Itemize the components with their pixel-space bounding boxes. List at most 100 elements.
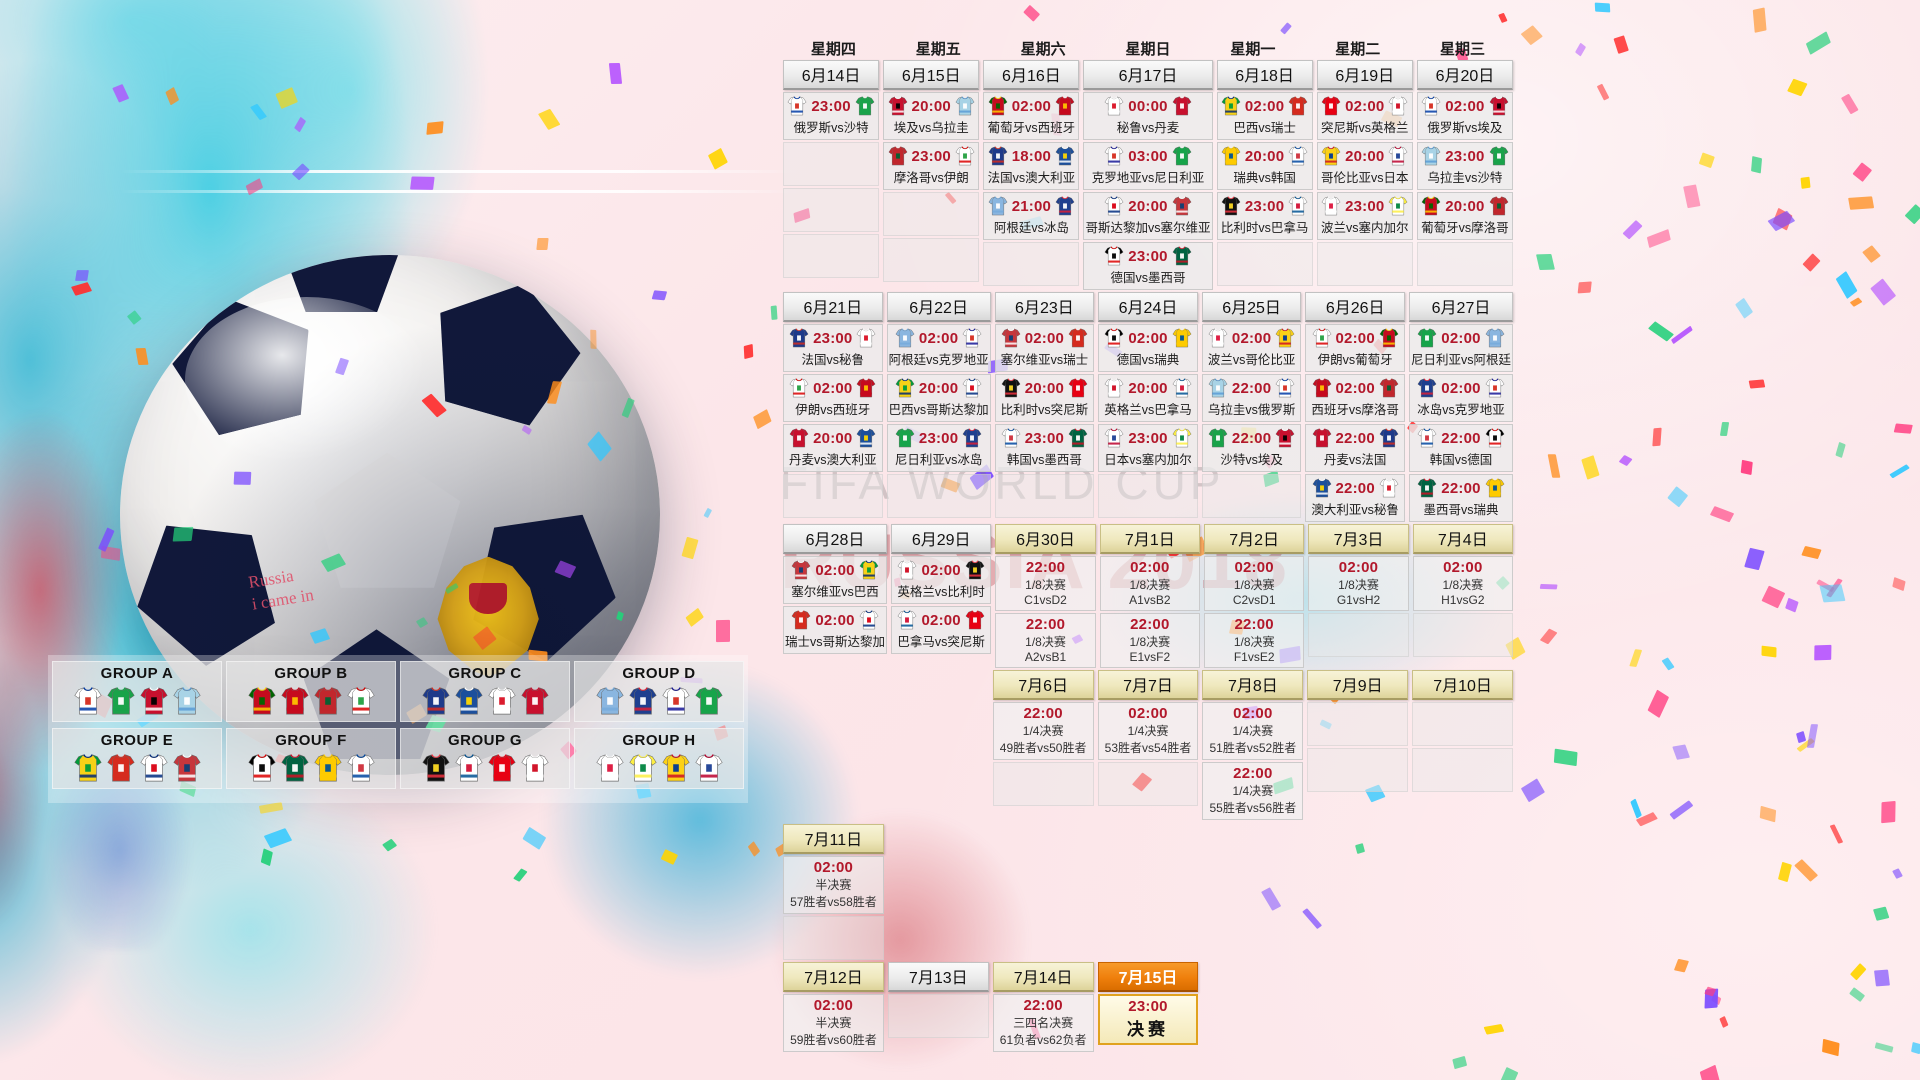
match-cell[interactable]: 02:00 巴拿马vs突尼斯 [891,606,992,654]
match-cell[interactable]: 02:00 突尼斯vs英格兰 [1316,92,1413,140]
knockout-match-cell[interactable]: 22:00 三四名决赛 61负者vs62负者 [992,994,1094,1052]
knockout-match-cell[interactable]: 22:00 1/4决赛 49胜者vs50胜者 [992,702,1094,760]
match-cell[interactable]: 02:00 瑞士vs哥斯达黎加 [783,606,888,654]
match-cell[interactable]: 02:00 塞尔维亚vs巴西 [783,556,888,604]
date-header-6月19日[interactable]: 6月19日 [1316,60,1413,90]
knockout-match-cell[interactable]: 02:00 半决赛 57胜者vs58胜者 [783,856,884,914]
knockout-match-cell[interactable]: 02:00 1/8决赛 A1vsB2 [1099,556,1200,611]
match-cell[interactable]: 23:00 俄罗斯vs沙特 [783,92,880,140]
match-cell[interactable]: 20:00 埃及vs乌拉圭 [883,92,980,140]
date-header-7月15日[interactable]: 7月15日 [1097,962,1199,992]
match-cell[interactable]: 23:00 波兰vs塞内加尔 [1316,192,1413,240]
match-cell[interactable]: 02:00 冰岛vs克罗地亚 [1408,374,1513,422]
date-header-7月11日[interactable]: 7月11日 [783,824,884,854]
group-box-group-c[interactable]: GROUP C [400,661,570,722]
match-cell[interactable]: 22:00 乌拉圭vs俄罗斯 [1201,374,1302,422]
match-cell[interactable]: 02:00 英格兰vs比利时 [891,556,992,604]
match-cell[interactable]: 02:00 西班牙vs摩洛哥 [1305,374,1405,422]
match-cell[interactable]: 23:00 法国vs秘鲁 [783,324,883,372]
group-box-group-a[interactable]: GROUP A [52,661,222,722]
match-cell[interactable]: 02:00 巴西vs瑞士 [1216,92,1313,140]
group-box-group-b[interactable]: GROUP B [226,661,396,722]
date-header-6月30日[interactable]: 6月30日 [995,524,1096,554]
knockout-match-cell[interactable]: 02:00 1/4决赛 51胜者vs52胜者 [1202,702,1304,760]
match-cell[interactable]: 02:00 俄罗斯vs埃及 [1416,92,1513,140]
date-header-6月29日[interactable]: 6月29日 [891,524,992,554]
match-cell[interactable]: 20:00 英格兰vs巴拿马 [1098,374,1198,422]
date-header-7月8日[interactable]: 7月8日 [1202,670,1304,700]
final-match-cell[interactable]: 23:00 决赛 [1097,994,1199,1045]
match-cell[interactable]: 02:00 波兰vs哥伦比亚 [1201,324,1302,372]
match-cell[interactable]: 20:00 比利时vs突尼斯 [994,374,1095,422]
match-cell[interactable]: 18:00 法国vs澳大利亚 [983,142,1080,190]
date-header-7月9日[interactable]: 7月9日 [1307,670,1409,700]
date-header-6月27日[interactable]: 6月27日 [1408,292,1513,322]
match-cell[interactable]: 23:00 韩国vs墨西哥 [994,424,1095,472]
date-header-6月20日[interactable]: 6月20日 [1416,60,1513,90]
knockout-match-cell[interactable]: 02:00 1/8决赛 H1vsG2 [1412,556,1513,611]
knockout-match-cell[interactable]: 02:00 半决赛 59胜者vs60胜者 [783,994,884,1052]
date-header-7月2日[interactable]: 7月2日 [1204,524,1305,554]
match-cell[interactable]: 22:00 墨西哥vs瑞典 [1408,474,1513,522]
date-header-6月15日[interactable]: 6月15日 [883,60,980,90]
match-cell[interactable]: 02:00 伊朗vs西班牙 [783,374,883,422]
date-header-7月6日[interactable]: 7月6日 [992,670,1094,700]
date-header-6月28日[interactable]: 6月28日 [783,524,888,554]
date-header-7月10日[interactable]: 7月10日 [1412,670,1513,700]
match-cell[interactable]: 20:00 瑞典vs韩国 [1216,142,1313,190]
date-header-6月21日[interactable]: 6月21日 [783,292,883,322]
match-cell[interactable]: 20:00 巴西vs哥斯达黎加 [886,374,991,422]
match-cell[interactable]: 22:00 澳大利亚vs秘鲁 [1305,474,1405,522]
group-box-group-h[interactable]: GROUP H [574,728,744,789]
match-cell[interactable]: 02:00 伊朗vs葡萄牙 [1305,324,1405,372]
knockout-match-cell[interactable]: 22:00 1/4决赛 55胜者vs56胜者 [1202,762,1304,820]
match-cell[interactable]: 23:00 摩洛哥vs伊朗 [883,142,980,190]
group-box-group-d[interactable]: GROUP D [574,661,744,722]
knockout-match-cell[interactable]: 22:00 1/8决赛 E1vsF2 [1099,613,1200,668]
match-cell[interactable]: 00:00 秘鲁vs丹麦 [1083,92,1213,140]
match-cell[interactable]: 22:00 沙特vs埃及 [1201,424,1302,472]
knockout-match-cell[interactable]: 22:00 1/8决赛 C1vsD2 [995,556,1096,611]
match-cell[interactable]: 20:00 葡萄牙vs摩洛哥 [1416,192,1513,240]
date-header-7月1日[interactable]: 7月1日 [1099,524,1200,554]
knockout-match-cell[interactable]: 22:00 1/8决赛 F1vsE2 [1204,613,1305,668]
match-cell[interactable]: 20:00 哥伦比亚vs日本 [1316,142,1413,190]
match-cell[interactable]: 22:00 丹麦vs法国 [1305,424,1405,472]
match-cell[interactable]: 23:00 乌拉圭vs沙特 [1416,142,1513,190]
date-header-6月23日[interactable]: 6月23日 [994,292,1095,322]
match-cell[interactable]: 23:00 日本vs塞内加尔 [1098,424,1198,472]
date-header-6月25日[interactable]: 6月25日 [1201,292,1302,322]
knockout-match-cell[interactable]: 02:00 1/8决赛 G1vsH2 [1308,556,1409,611]
match-cell[interactable]: 23:00 德国vs墨西哥 [1083,242,1213,290]
date-header-7月12日[interactable]: 7月12日 [783,962,884,992]
match-cell[interactable]: 02:00 塞尔维亚vs瑞士 [994,324,1095,372]
date-header-7月4日[interactable]: 7月4日 [1412,524,1513,554]
match-cell[interactable]: 02:00 阿根廷vs克罗地亚 [886,324,991,372]
match-cell[interactable]: 23:00 比利时vs巴拿马 [1216,192,1313,240]
group-box-group-g[interactable]: GROUP G [400,728,570,789]
date-header-7月13日[interactable]: 7月13日 [887,962,989,992]
match-cell[interactable]: 20:00 丹麦vs澳大利亚 [783,424,883,472]
date-header-6月14日[interactable]: 6月14日 [783,60,880,90]
match-cell[interactable]: 22:00 韩国vs德国 [1408,424,1513,472]
date-header-6月22日[interactable]: 6月22日 [886,292,991,322]
date-header-6月18日[interactable]: 6月18日 [1216,60,1313,90]
date-header-7月14日[interactable]: 7月14日 [992,962,1094,992]
date-header-6月26日[interactable]: 6月26日 [1305,292,1405,322]
group-box-group-f[interactable]: GROUP F [226,728,396,789]
match-cell[interactable]: 02:00 尼日利亚vs阿根廷 [1408,324,1513,372]
date-header-7月7日[interactable]: 7月7日 [1097,670,1199,700]
date-header-7月3日[interactable]: 7月3日 [1308,524,1409,554]
match-cell[interactable]: 23:00 尼日利亚vs冰岛 [886,424,991,472]
knockout-match-cell[interactable]: 22:00 1/8决赛 A2vsB1 [995,613,1096,668]
group-box-group-e[interactable]: GROUP E [52,728,222,789]
date-header-6月17日[interactable]: 6月17日 [1083,60,1213,90]
match-cell[interactable]: 20:00 哥斯达黎加vs塞尔维亚 [1083,192,1213,240]
match-cell[interactable]: 02:00 葡萄牙vs西班牙 [983,92,1080,140]
match-cell[interactable]: 03:00 克罗地亚vs尼日利亚 [1083,142,1213,190]
knockout-match-cell[interactable]: 02:00 1/8决赛 C2vsD1 [1204,556,1305,611]
match-cell[interactable]: 02:00 德国vs瑞典 [1098,324,1198,372]
date-header-6月24日[interactable]: 6月24日 [1098,292,1198,322]
match-cell[interactable]: 21:00 阿根廷vs冰岛 [983,192,1080,240]
date-header-6月16日[interactable]: 6月16日 [983,60,1080,90]
